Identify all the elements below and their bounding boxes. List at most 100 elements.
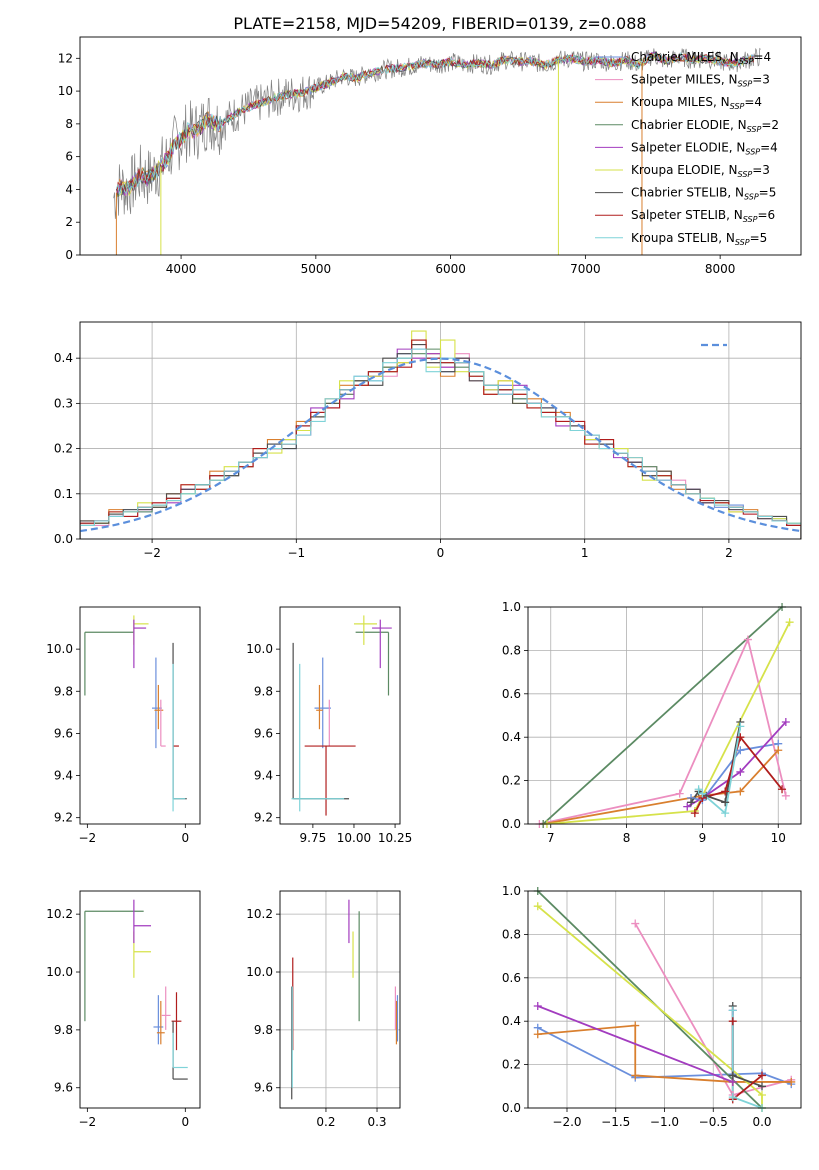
weight-marker-krou_elodie: [533, 902, 542, 911]
plot-area: [84, 615, 187, 812]
x-tick-label: 0: [181, 831, 189, 845]
legend-label-chab_stelib: Chabrier STELIB, NSSP=5: [631, 186, 776, 202]
legend-label-subscript: SSP: [739, 57, 754, 66]
axes-frame: [527, 606, 802, 825]
legend-label-subscript: SSP: [747, 125, 762, 134]
weight-line-chab_elodie: [542, 607, 783, 824]
y-tick-label: 0.6: [502, 687, 521, 701]
axes-frame: [79, 606, 201, 825]
legend-label-suffix: =4: [753, 50, 771, 64]
x-tick-label: 10: [771, 831, 786, 845]
y-tick-label: 9.2: [54, 811, 73, 825]
panel-mass-vs-z: −2 0 9.6 9.8 10.0 10.2: [46, 890, 201, 1129]
legend-label-text: Kroupa STELIB, N: [631, 231, 735, 245]
weight-marker-salp_stelib: [728, 1017, 737, 1026]
weight-marker-krou_stelib: [728, 1093, 737, 1102]
y-tick-label: 10.0: [46, 642, 73, 656]
legend-label-suffix: =2: [761, 118, 779, 132]
weight-line-salp_miles: [539, 636, 787, 824]
x-tick-label: 0: [437, 546, 445, 560]
legend-label-suffix: =4: [744, 95, 762, 109]
legend-label-text: Chabrier STELIB, N: [631, 186, 744, 200]
weight-marker-chab_stelib: [687, 798, 696, 807]
weight-marker-salp_stelib: [758, 1071, 766, 1080]
weight-marker-krou_elodie: [785, 618, 794, 627]
y-tick-label: 8: [65, 117, 73, 131]
legend-label-krou_stelib: Kroupa STELIB, NSSP=5: [631, 231, 767, 247]
legend-label-subscript: SSP: [743, 215, 758, 224]
legend-label-subscript: SSP: [744, 193, 759, 202]
weight-marker-salp_stelib: [778, 785, 787, 794]
plot-area: [291, 899, 399, 1100]
x-tick-label: 8000: [705, 262, 736, 276]
x-tick-label: 5000: [301, 262, 332, 276]
y-tick-label: 10.0: [246, 965, 273, 979]
legend-label-suffix: =3: [752, 163, 770, 177]
weight-marker-salp_stelib: [721, 787, 730, 796]
weight-marker-salp_stelib: [690, 809, 699, 818]
legend-label-subscript: SSP: [738, 80, 753, 89]
y-tick-label: 0.2: [502, 1058, 521, 1072]
y-tick-label: 12: [58, 51, 73, 65]
panel-mw-vs-age: 7 8 9 10 0.0 0.2 0.4 0.6 0.8 1.0: [502, 600, 802, 845]
y-tick-label: 0.4: [54, 351, 73, 365]
weight-marker-salp_elodie: [683, 802, 692, 811]
x-tick-label: 8: [623, 831, 631, 845]
legend-label-text: Kroupa ELODIE, N: [631, 163, 738, 177]
y-tick-label: 1.0: [502, 600, 521, 614]
axes-frame: [279, 890, 401, 1109]
y-tick-label: 0.4: [502, 1014, 521, 1028]
plot-area: [291, 615, 392, 816]
legend-label-text: Salpeter ELODIE, N: [631, 140, 745, 154]
weight-marker-krou_miles: [533, 1030, 542, 1039]
panel-mw-vs-z: −2.0 −1.5 −1.0 −0.5 0.0 0.0 0.2 0.4 0.6 0.8 1.0: [502, 884, 802, 1129]
legend-label-text: Kroupa MILES, N: [631, 95, 730, 109]
y-tick-label: 9.6: [54, 726, 73, 740]
x-tick-label: 6000: [435, 262, 466, 276]
x-tick-label: 0.3: [367, 1115, 386, 1129]
y-tick-label: 0.0: [54, 532, 73, 546]
panel-mass-vs-ebv: 0.2 0.3 9.6 9.8 10.0 10.2: [246, 890, 401, 1129]
x-tick-label: 0.2: [316, 1115, 335, 1129]
plot-area: [80, 330, 801, 539]
legend-label-chab_miles: Chabrier MILES, NSSP=4: [631, 50, 771, 66]
x-tick-label: −2: [78, 1115, 96, 1129]
weight-marker-krou_elodie: [758, 1090, 766, 1099]
weight-marker-salp_elodie: [781, 718, 790, 727]
weight-line-chab_miles: [537, 1026, 792, 1085]
y-tick-label: 9.6: [254, 1081, 273, 1095]
weight-marker-krou_stelib: [736, 722, 745, 731]
legend-label-suffix: =6: [757, 208, 775, 222]
panel-spectrum: 4000 5000 6000 7000 8000 0 2 4 6 8 10 12 Chabrier MI…: [58, 36, 802, 276]
x-tick-label: −0.5: [699, 1115, 728, 1129]
y-tick-label: 10.0: [246, 642, 273, 656]
model-spectrum-krou_stelib: [116, 51, 754, 196]
x-tick-label: 9.75: [300, 831, 327, 845]
x-tick-label: 10.00: [337, 831, 371, 845]
legend-label-suffix: =4: [760, 140, 778, 154]
axes-frame: [79, 321, 802, 540]
legend-label-subscript: SSP: [745, 147, 760, 156]
figure-title: PLATE=2158, MJD=54209, FIBERID=0139, z=0…: [233, 14, 646, 33]
y-tick-label: 0.2: [54, 442, 73, 456]
x-tick-label: 4000: [166, 262, 197, 276]
axes-frame: [279, 606, 401, 825]
x-tick-label: −2: [78, 831, 96, 845]
weight-marker-krou_miles: [736, 787, 745, 796]
legend-label-chab_elodie: Chabrier ELODIE, NSSP=2: [631, 118, 779, 134]
y-tick-label: 0.4: [502, 730, 521, 744]
y-tick-label: 9.6: [254, 726, 273, 740]
weight-marker-chab_stelib: [728, 1071, 737, 1080]
histogram-step-krou_stelib: [80, 348, 801, 539]
panel-age-vs-z: −2 0 9.2 9.4 9.6 9.8 10.0: [46, 606, 201, 845]
panel-residuals: −2 −1 0 1 2 0.0 0.1 0.2 0.3 0.4: [54, 321, 802, 560]
y-tick-label: 9.8: [54, 1023, 73, 1037]
weight-marker-chab_miles: [736, 746, 745, 755]
plot-area: [539, 607, 791, 824]
y-tick-label: 9.2: [254, 811, 273, 825]
legend-label-subscript: SSP: [735, 238, 750, 247]
weight-line-krou_elodie: [546, 621, 791, 824]
y-tick-label: 0.8: [502, 643, 521, 657]
weight-marker-krou_miles: [631, 1021, 640, 1030]
